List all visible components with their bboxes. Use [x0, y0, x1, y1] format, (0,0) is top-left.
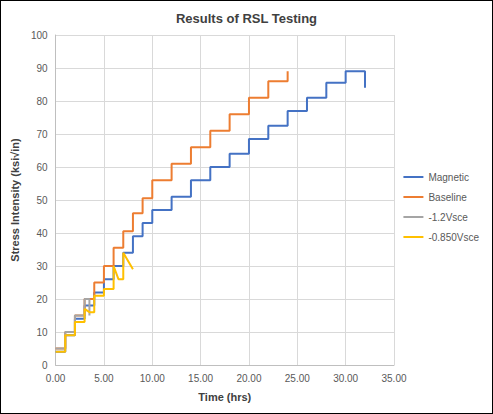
svg-text:0.00: 0.00: [46, 373, 66, 384]
svg-text:10.00: 10.00: [140, 373, 165, 384]
svg-text:15.00: 15.00: [188, 373, 213, 384]
svg-text:5.00: 5.00: [94, 373, 114, 384]
svg-text:60: 60: [36, 162, 48, 173]
svg-text:20.00: 20.00: [236, 373, 261, 384]
svg-text:100: 100: [31, 30, 48, 41]
svg-text:Magnetic: Magnetic: [428, 172, 469, 183]
svg-text:0: 0: [42, 360, 48, 371]
svg-text:-1.2Vsce: -1.2Vsce: [428, 212, 468, 223]
svg-text:30: 30: [36, 261, 48, 272]
svg-text:10: 10: [36, 327, 48, 338]
svg-text:90: 90: [36, 63, 48, 74]
svg-text:25.00: 25.00: [285, 373, 310, 384]
svg-text:Results of RSL Testing: Results of RSL Testing: [176, 11, 317, 26]
svg-text:20: 20: [36, 294, 48, 305]
svg-text:Time (hrs): Time (hrs): [198, 391, 251, 403]
svg-text:Baseline: Baseline: [428, 192, 467, 203]
svg-text:50: 50: [36, 195, 48, 206]
svg-text:80: 80: [36, 96, 48, 107]
svg-text:-0.850Vsce: -0.850Vsce: [428, 232, 479, 243]
svg-text:70: 70: [36, 129, 48, 140]
svg-text:Stress Intensity (ksi√in): Stress Intensity (ksi√in): [9, 138, 21, 262]
svg-text:40: 40: [36, 228, 48, 239]
svg-text:30.00: 30.00: [333, 373, 358, 384]
svg-text:35.00: 35.00: [381, 373, 406, 384]
